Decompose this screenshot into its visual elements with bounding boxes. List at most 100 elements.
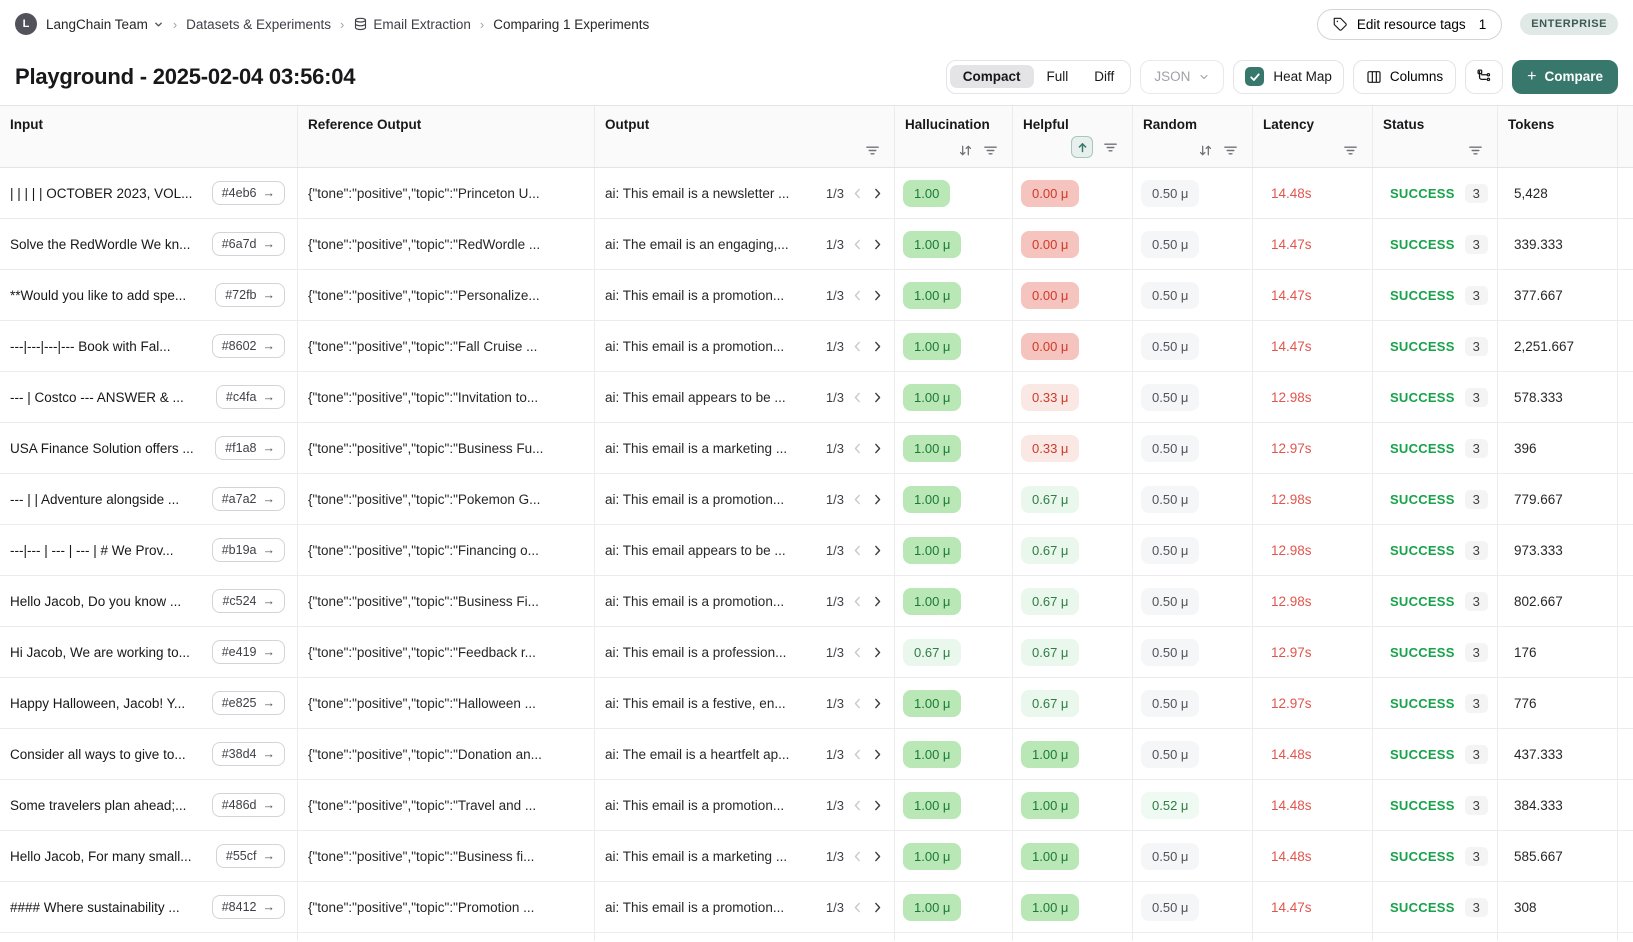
helpful-cell: 0.67 μ	[1013, 627, 1133, 677]
column-header-random[interactable]: Random	[1133, 106, 1253, 167]
example-id: #e419	[221, 645, 257, 659]
prev-output-icon[interactable]	[851, 748, 864, 761]
column-header-input[interactable]: Input	[0, 106, 298, 167]
next-output-icon[interactable]	[871, 493, 884, 506]
heat-map-checkbox[interactable]	[1245, 67, 1265, 86]
column-header-latency[interactable]: Latency	[1253, 106, 1373, 167]
view-mode-full[interactable]: Full	[1046, 69, 1069, 84]
next-output-icon[interactable]	[871, 850, 884, 863]
arrow-right-icon: →	[262, 441, 276, 455]
reference-output-text: {"tone":"positive","topic":"Feedback r..…	[308, 644, 536, 660]
column-header-hallucination[interactable]: Hallucination	[895, 106, 1013, 167]
table-row[interactable]: --- | Costco --- ANSWER & ... #c4fa → {"…	[0, 372, 1633, 423]
filter-icon[interactable]	[1223, 143, 1238, 158]
prev-output-icon[interactable]	[851, 544, 864, 557]
prev-output-icon[interactable]	[851, 340, 864, 353]
next-output-icon[interactable]	[871, 187, 884, 200]
table-row[interactable]: Some travelers plan ahead;... #486d → {"…	[0, 780, 1633, 831]
table-row[interactable]: **Would you like to add spe... #72fb → {…	[0, 270, 1633, 321]
columns-button[interactable]: Columns	[1352, 59, 1457, 94]
prev-output-icon[interactable]	[851, 697, 864, 710]
filter-icon[interactable]	[983, 143, 998, 158]
prev-output-icon[interactable]	[851, 493, 864, 506]
view-mode-diff[interactable]: Diff	[1094, 69, 1115, 84]
prev-output-icon[interactable]	[851, 187, 864, 200]
example-link-badge[interactable]: #e825 →	[211, 691, 285, 715]
table-row[interactable]: Hello Jacob, For many small... #55cf → {…	[0, 831, 1633, 882]
example-link-badge[interactable]: #38d4 →	[211, 742, 285, 766]
table-row[interactable]: USA Finance Solution offers ... #f1a8 → …	[0, 423, 1633, 474]
next-output-icon[interactable]	[871, 544, 884, 557]
example-link-badge[interactable]: #8412 →	[211, 895, 285, 919]
example-link-badge[interactable]: #72fb →	[215, 283, 285, 307]
table-row[interactable]: Hi Jacob, We are working to... #e419 → {…	[0, 627, 1633, 678]
breadcrumb-datasets-link[interactable]: Datasets & Experiments	[186, 16, 331, 32]
heat-map-toggle[interactable]: Heat Map	[1233, 59, 1344, 94]
prev-output-icon[interactable]	[851, 901, 864, 914]
table-row[interactable]: | | | | | OCTOBER 2023, VOL... #4eb6 → {…	[0, 168, 1633, 219]
example-link-badge[interactable]: #f1a8 →	[215, 436, 285, 460]
prev-output-icon[interactable]	[851, 391, 864, 404]
table-row[interactable]: Hello Jacob, Do you know ... #c524 → {"t…	[0, 576, 1633, 627]
prev-output-icon[interactable]	[851, 238, 864, 251]
edit-resource-tags-button[interactable]: Edit resource tags 1	[1316, 8, 1503, 40]
prev-output-icon[interactable]	[851, 595, 864, 608]
example-link-badge[interactable]: #c4fa →	[215, 385, 285, 409]
latency-value: 14.48s	[1271, 746, 1312, 762]
random-cell: 0.50 μ	[1133, 525, 1253, 575]
prev-output-icon[interactable]	[851, 442, 864, 455]
table-row[interactable]: Consider all ways to give to... #38d4 → …	[0, 729, 1633, 780]
experiment-tree-button[interactable]	[1465, 59, 1504, 94]
prev-output-icon[interactable]	[851, 646, 864, 659]
example-link-badge[interactable]: #6a7d →	[211, 232, 285, 256]
sort-icon[interactable]	[958, 143, 973, 158]
column-header-tokens[interactable]: Tokens	[1498, 106, 1618, 167]
prev-output-icon[interactable]	[851, 799, 864, 812]
next-output-icon[interactable]	[871, 391, 884, 404]
page-indicator: 1/3	[825, 236, 844, 252]
next-output-icon[interactable]	[871, 595, 884, 608]
next-output-icon[interactable]	[871, 748, 884, 761]
column-header-status[interactable]: Status	[1373, 106, 1498, 167]
table-row[interactable]: Solve the RedWordle We kn... #6a7d → {"t…	[0, 219, 1633, 270]
column-header-reference-output[interactable]: Reference Output	[298, 106, 595, 167]
example-link-badge[interactable]: #4eb6 →	[211, 181, 285, 205]
table-row[interactable]: ---|---|---|--- Book with Fal... #8602 →…	[0, 321, 1633, 372]
example-link-badge[interactable]: #55cf →	[215, 844, 285, 868]
sort-icon[interactable]	[1198, 143, 1213, 158]
table-row[interactable]: #### Where sustainability ... #8412 → {"…	[0, 882, 1633, 933]
example-link-badge[interactable]: #a7a2 →	[211, 487, 285, 511]
view-mode-compact[interactable]: Compact	[949, 65, 1034, 88]
example-link-badge[interactable]: #b19a →	[211, 538, 285, 562]
next-output-icon[interactable]	[871, 442, 884, 455]
prev-output-icon[interactable]	[851, 289, 864, 302]
prev-output-icon[interactable]	[851, 850, 864, 863]
breadcrumb-dataset-link[interactable]: Email Extraction	[353, 17, 471, 32]
next-output-icon[interactable]	[871, 646, 884, 659]
example-link-badge[interactable]: #8602 →	[211, 334, 285, 358]
table-row[interactable]: Happy Halloween, Jacob! Y... #e825 → {"t…	[0, 678, 1633, 729]
example-link-badge[interactable]: #e419 →	[211, 640, 285, 664]
filter-icon[interactable]	[1468, 143, 1483, 158]
table-row[interactable]: ---|--- | --- | --- | # We Prov... #b19a…	[0, 525, 1633, 576]
avatar[interactable]: L	[15, 13, 37, 35]
column-header-helpful[interactable]: Helpful	[1013, 106, 1133, 167]
column-header-output[interactable]: Output	[595, 106, 895, 167]
filter-icon[interactable]	[865, 143, 880, 158]
format-select[interactable]: JSON	[1140, 59, 1225, 94]
next-output-icon[interactable]	[871, 340, 884, 353]
next-output-icon[interactable]	[871, 697, 884, 710]
filter-icon[interactable]	[1103, 140, 1118, 155]
next-output-icon[interactable]	[871, 799, 884, 812]
latency-value: 14.48s	[1271, 848, 1312, 864]
example-link-badge[interactable]: #c524 →	[212, 589, 285, 613]
next-output-icon[interactable]	[871, 238, 884, 251]
next-output-icon[interactable]	[871, 901, 884, 914]
example-link-badge[interactable]: #486d →	[211, 793, 285, 817]
compare-button[interactable]: + Compare	[1512, 59, 1618, 94]
table-row[interactable]: --- | | Adventure alongside ... #a7a2 → …	[0, 474, 1633, 525]
breadcrumb-org-menu[interactable]: LangChain Team	[46, 17, 164, 32]
next-output-icon[interactable]	[871, 289, 884, 302]
sort-asc-active-icon[interactable]	[1071, 136, 1093, 158]
filter-icon[interactable]	[1343, 143, 1358, 158]
